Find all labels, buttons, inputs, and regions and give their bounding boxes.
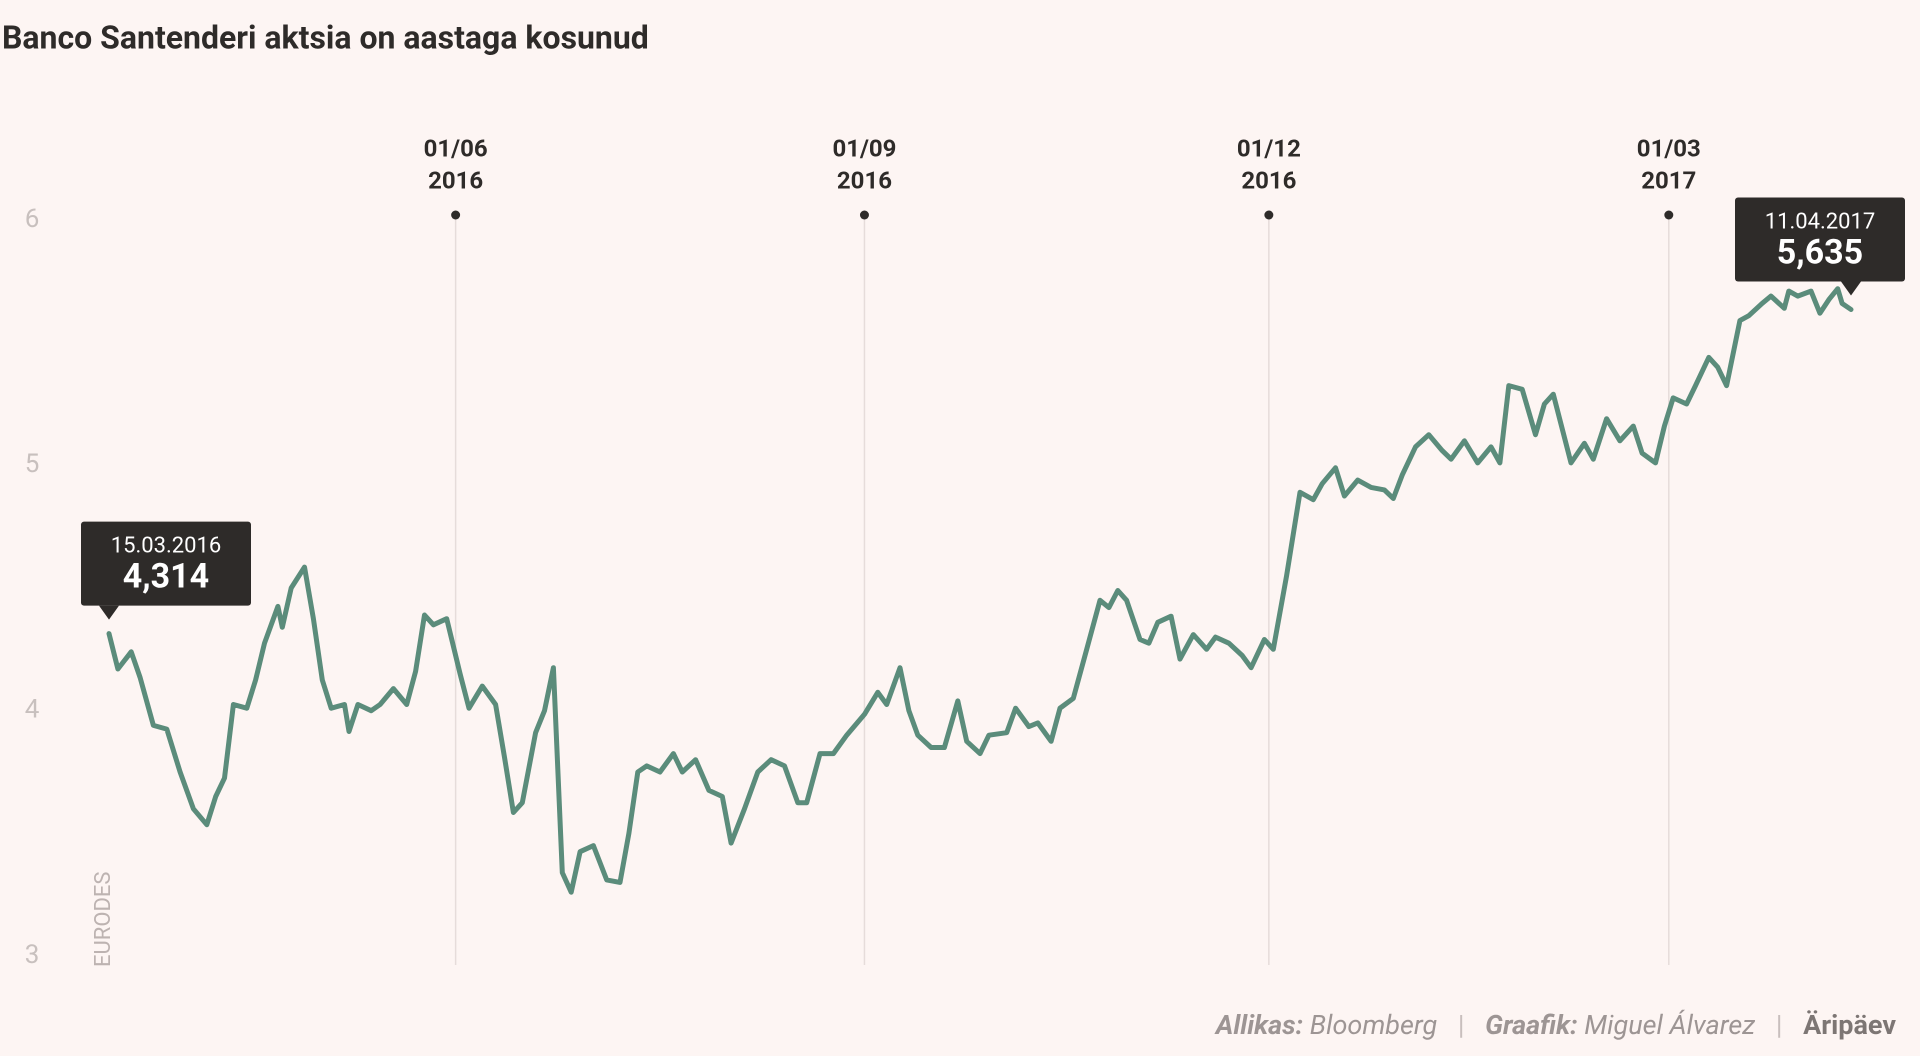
tick-dot bbox=[451, 210, 461, 220]
x-tick-label: 2017 bbox=[1641, 166, 1696, 194]
y-axis-label: EURODES bbox=[91, 872, 116, 967]
separator: | bbox=[1458, 1009, 1465, 1041]
annotation-value: 5,635 bbox=[1777, 233, 1863, 273]
x-tick-label: 2016 bbox=[1241, 166, 1296, 194]
tick-dot bbox=[1264, 210, 1274, 220]
chart-title: Banco Santenderi aktsia on aastaga kosun… bbox=[2, 18, 649, 56]
footer: Allikas: Bloomberg | Graafik: Miguel Álv… bbox=[1214, 1009, 1897, 1041]
annotation-pointer bbox=[1841, 281, 1861, 296]
credit-label: Graafik: bbox=[1485, 1009, 1578, 1041]
y-tick-label: 6 bbox=[25, 204, 40, 234]
y-tick-label: 3 bbox=[25, 940, 40, 970]
annotation-pointer bbox=[99, 605, 119, 620]
annotation-value: 4,314 bbox=[123, 557, 209, 597]
tick-dot bbox=[1664, 210, 1674, 220]
x-tick-label: 01/09 bbox=[832, 134, 896, 162]
source-label: Allikas: bbox=[1214, 1009, 1303, 1041]
x-tick-label: 2016 bbox=[837, 166, 892, 194]
x-tick-label: 01/06 bbox=[424, 134, 488, 162]
annotation-date: 11.04.2017 bbox=[1765, 209, 1876, 234]
annotation-date: 15.03.2016 bbox=[111, 533, 222, 558]
y-tick-label: 5 bbox=[25, 449, 40, 479]
brand: Äripäev bbox=[1803, 1009, 1896, 1041]
x-tick-label: 01/12 bbox=[1237, 134, 1301, 162]
annotation-box bbox=[1735, 197, 1905, 282]
y-tick-label: 4 bbox=[25, 695, 40, 725]
x-tick-label: 2016 bbox=[428, 166, 483, 194]
price-line bbox=[106, 286, 1854, 895]
tick-dot bbox=[859, 210, 869, 220]
source: Bloomberg bbox=[1310, 1009, 1438, 1041]
credit: Miguel Álvarez bbox=[1584, 1009, 1755, 1041]
annotation-box bbox=[81, 521, 251, 606]
separator: | bbox=[1776, 1009, 1783, 1041]
x-tick-label: 01/03 bbox=[1637, 134, 1701, 162]
